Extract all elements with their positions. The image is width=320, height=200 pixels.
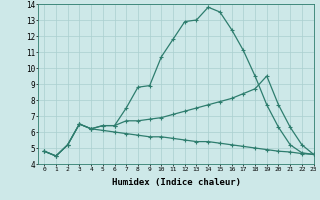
X-axis label: Humidex (Indice chaleur): Humidex (Indice chaleur) — [111, 178, 241, 187]
